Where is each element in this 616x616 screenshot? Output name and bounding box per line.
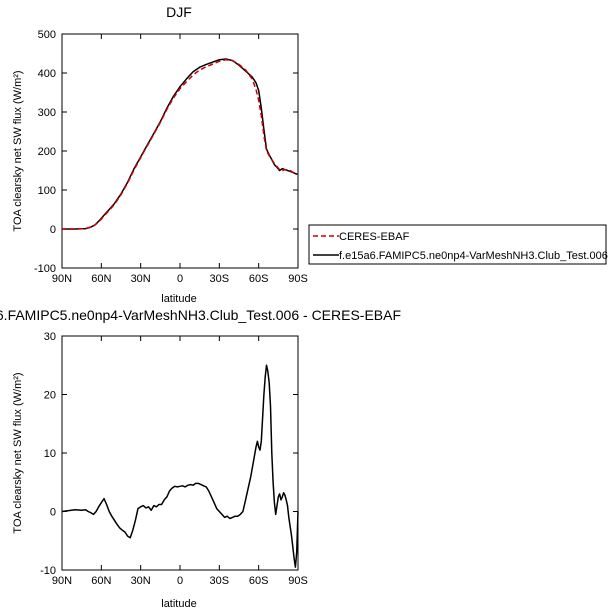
bottom-x-tick-label: 60S [249,575,269,587]
top-series-line-f-e15a6-famipc5-ne0np4-varmeshnh3-club-test-006 [62,58,299,230]
bottom-y-tick-label: 10 [44,448,56,460]
bottom-y-axis-label: TOA clearsky net SW flux (W/m²) [12,372,24,533]
legend-label-ceres: CERES-EBAF [339,231,410,243]
bottom-chart-title: f.e15a6.FAMIPC5.ne0np4-VarMeshNH3.Club_T… [0,307,401,323]
top-y-tick-label: 300 [38,107,56,119]
top-chart-title: DJF [166,4,192,20]
top-x-tick-label: 90S [288,273,308,285]
top-y-tick-label: 200 [38,146,56,158]
top-x-tick-label: 30S [210,273,230,285]
bottom-plot-frame [61,335,299,571]
legend-label-model: f.e15a6.FAMIPC5.ne0np4-VarMeshNH3.Club_T… [339,250,608,262]
bottom-x-tick-label: 90S [288,575,308,587]
top-y-ticks: -100 0 100 200 300 400 500 [34,29,298,275]
bottom-y-tick-label: -10 [40,565,56,577]
bottom-y-tick-label: 20 [44,390,56,402]
top-y-tick-label: -100 [34,263,56,275]
bottom-series [61,364,299,568]
bottom-y-ticks: -10 0 10 20 30 [40,331,298,577]
bottom-x-tick-label: 30S [210,575,230,587]
top-panel: DJF -100 0 100 200 300 400 500 90N 60N 30N 0 30S 60… [12,4,308,305]
top-x-tick-label: 0 [177,273,183,285]
bottom-x-tick-label: 60N [91,575,111,587]
bottom-x-axis-label: latitude [161,598,196,610]
top-x-tick-label: 90N [52,273,72,285]
top-x-tick-label: 30N [131,273,151,285]
bottom-y-tick-label: 30 [44,331,56,343]
bottom-x-ticks: 90N 60N 30N 0 30S 60S 90S [52,336,308,587]
bottom-x-tick-label: 0 [177,575,183,587]
top-series-line-ceres-ebaf [62,58,299,230]
top-y-tick-label: 100 [38,185,56,197]
legend-box [308,224,607,265]
top-y-tick-label: 500 [38,29,56,41]
top-y-tick-label: 400 [38,68,56,80]
top-x-tick-label: 60S [249,273,269,285]
top-y-axis-label: TOA clearsky net SW flux (W/m²) [12,70,24,231]
top-plot-frame [61,33,299,269]
bottom-y-tick-label: 0 [50,507,56,519]
bottom-x-tick-label: 30N [131,575,151,587]
top-y-tick-label: 0 [50,224,56,236]
top-x-ticks: 90N 60N 30N 0 30S 60S 90S [52,34,308,285]
legend: CERES-EBAF f.e15a6.FAMIPC5.ne0np4-VarMes… [308,224,608,265]
bottom-series-line-difference [61,364,299,568]
top-x-tick-label: 60N [91,273,111,285]
top-x-axis-label: latitude [161,293,196,305]
top-series [62,58,299,230]
bottom-x-tick-label: 90N [52,575,72,587]
bottom-panel: f.e15a6.FAMIPC5.ne0np4-VarMeshNH3.Club_T… [0,307,401,610]
